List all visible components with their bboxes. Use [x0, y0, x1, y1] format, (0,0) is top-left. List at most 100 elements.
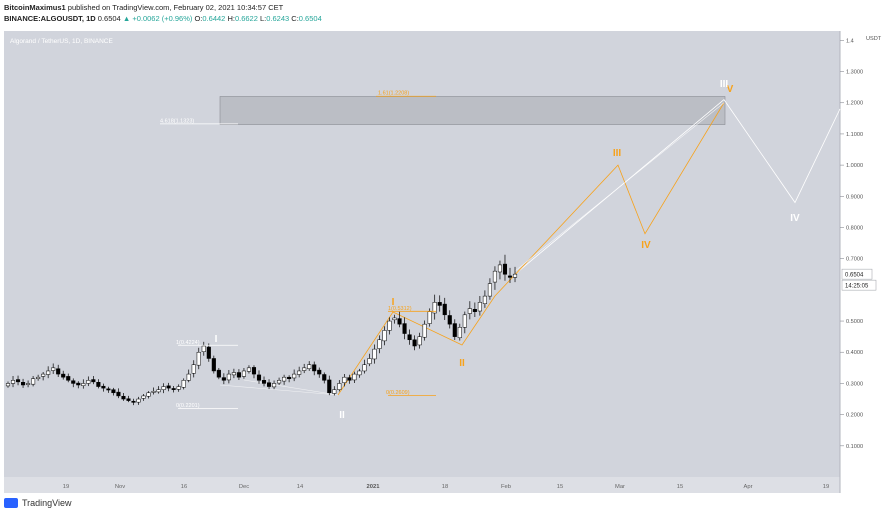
candle-up [362, 364, 367, 372]
candle-up [342, 376, 347, 383]
y-tick-label: 0.5000 [846, 319, 863, 325]
candle-up [31, 378, 36, 385]
candle-down [236, 372, 241, 378]
fib-level-label: 0(0.2201) [176, 403, 200, 409]
candle-up [81, 383, 86, 386]
candle-up [462, 314, 467, 328]
tradingview-logo-icon [4, 498, 18, 508]
candle-down [71, 380, 76, 384]
fib-level-label: 1(0.5312) [388, 306, 412, 312]
x-tick-label: 15 [677, 484, 683, 490]
wave-label: IV [641, 240, 651, 251]
x-tick-label: 14 [297, 484, 304, 490]
candle-up [181, 380, 186, 388]
candle-down [412, 339, 417, 347]
candle-up [201, 345, 206, 352]
x-tick-label: Dec [239, 484, 249, 490]
candle-down [407, 334, 412, 341]
candle-down [472, 309, 477, 312]
y-tick-label: 0.3000 [846, 381, 863, 387]
candle-down [322, 374, 327, 381]
candle-down [442, 303, 447, 316]
tradingview-brand[interactable]: TradingView [4, 498, 72, 508]
candle-down [111, 389, 116, 394]
candle-up [36, 376, 41, 380]
candle-up [352, 373, 357, 381]
close-label: C: [291, 14, 299, 23]
candle-up [86, 380, 91, 384]
y-tick-label: 1.3000 [846, 70, 863, 76]
last-price: 0.6504 [97, 14, 121, 23]
y-tick-label: 0.9000 [846, 194, 863, 200]
y-tick-label: 1.4 [846, 38, 854, 44]
candle-up [482, 295, 487, 304]
wave-label: IV [790, 213, 800, 224]
y-tick-label: 0.1000 [846, 444, 863, 450]
chart-title: Algorand / TetherUS, 1D, BINANCE [10, 38, 114, 45]
y-tick-label: 0.4000 [846, 350, 863, 356]
symbol-info: BINANCE:ALGOUSDT, 1D 0.6504 ▲ +0.0062 (+… [4, 14, 322, 23]
wave-label: V [727, 84, 734, 95]
candle-up [432, 302, 437, 314]
candle-up [427, 311, 432, 324]
x-tick-label: Feb [501, 484, 511, 490]
candle-up [492, 270, 497, 283]
candle-down [402, 323, 407, 334]
candle-up [51, 367, 56, 371]
fib-level-label: 0(0.2609) [386, 390, 410, 396]
candle-up [191, 364, 196, 374]
candle-down [61, 373, 66, 378]
price-change: ▲ +0.0062 (+0.96%) [122, 14, 193, 23]
candle-down [256, 374, 262, 381]
candle-up [457, 327, 462, 339]
x-tick-label: Mar [615, 484, 625, 490]
candle-down [96, 382, 101, 387]
candle-up [337, 383, 342, 390]
candle-up [297, 370, 302, 375]
candle-up [151, 390, 156, 393]
candle-up [26, 383, 31, 385]
wave-label: II [339, 410, 345, 421]
candle-down [447, 315, 452, 325]
x-tick-label: 19 [823, 484, 829, 490]
candle-down [347, 377, 352, 381]
open-value: 0.6442 [202, 14, 226, 23]
candle-down [106, 388, 111, 391]
candle-down [266, 382, 272, 387]
wave-label: III [720, 79, 729, 90]
candle-up [307, 364, 312, 369]
y-tick-label: 1.0000 [846, 163, 863, 169]
candle-down [76, 382, 81, 386]
wave-label: I [392, 297, 395, 308]
candle-down [437, 302, 442, 306]
candle-up [387, 320, 392, 331]
candle-down [317, 369, 322, 375]
currency-label: USDT [866, 36, 882, 42]
brand-text: TradingView [22, 498, 72, 508]
publish-text: published on TradingView.com, February 0… [67, 3, 284, 12]
high-value: 0.6622 [234, 14, 258, 23]
candle-up [487, 283, 492, 297]
author-name: BitcoinMaximus1 [4, 3, 66, 12]
candle-down [15, 379, 21, 383]
candle-down [397, 318, 402, 325]
candle-up [141, 395, 146, 399]
candle-down [251, 367, 257, 375]
candle-up [41, 373, 46, 377]
x-tick-label: Nov [115, 484, 125, 490]
channel-line [514, 102, 725, 272]
candle-down [312, 364, 317, 372]
candle-up [272, 383, 277, 388]
candle-down [216, 369, 221, 378]
candle-down [101, 385, 106, 389]
price-tag-box [841, 268, 873, 280]
candle-down [206, 346, 211, 359]
candle-up [241, 370, 246, 377]
candle-down [211, 358, 216, 372]
orange-projection-line [337, 102, 725, 396]
candle-up [5, 383, 11, 387]
fib-level-label: 4.618(1.1323) [160, 118, 194, 124]
publish-info: BitcoinMaximus1 published on TradingView… [4, 3, 283, 12]
target-zone [219, 96, 726, 125]
